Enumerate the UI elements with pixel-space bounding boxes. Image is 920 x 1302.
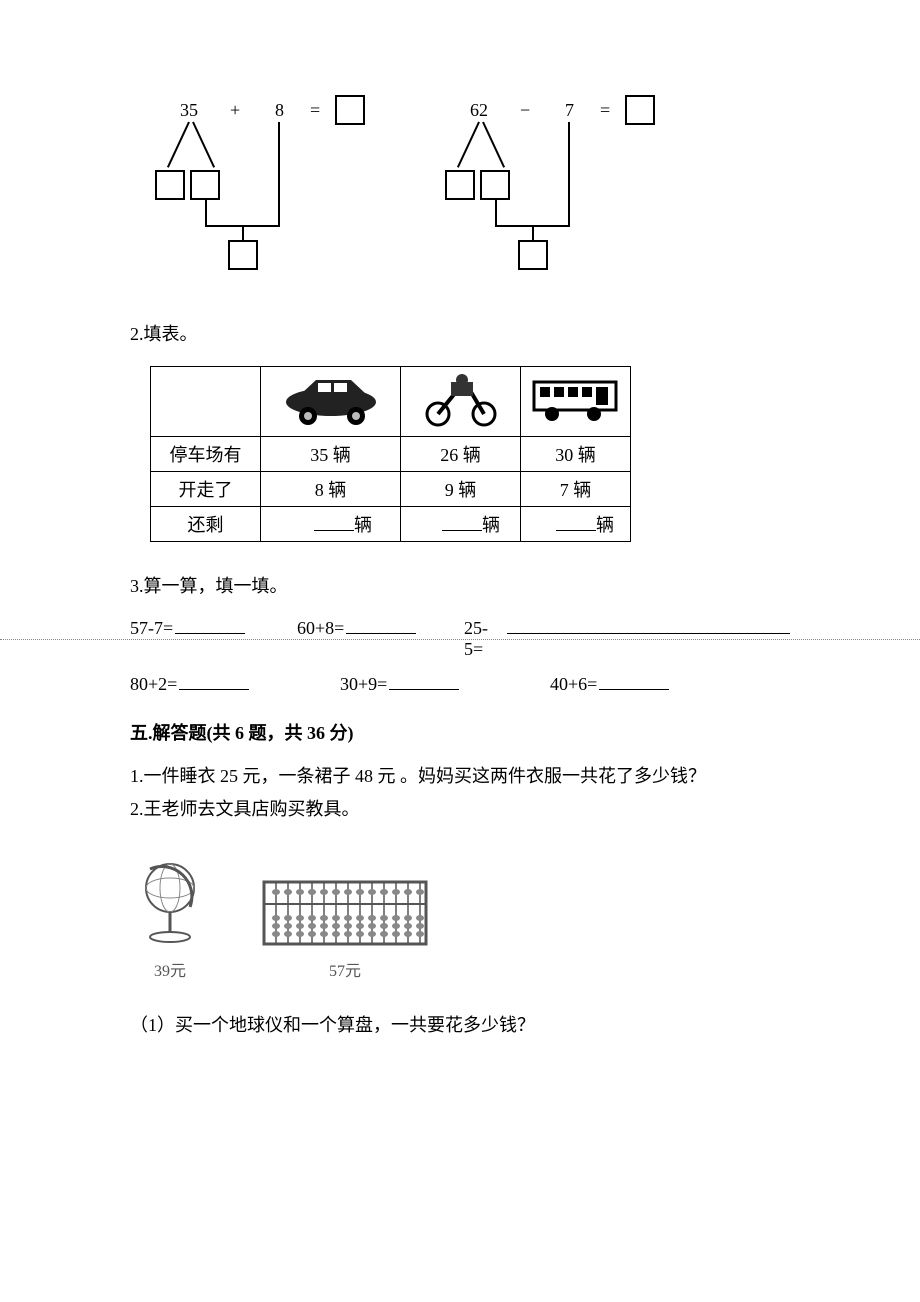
operand-a: 62 — [470, 100, 488, 121]
remain-car: 辆 — [261, 507, 401, 542]
decomposition-diagrams: 35 + 8 = 62 − 7 = — [150, 100, 790, 280]
remain-bus: 辆 — [521, 507, 631, 542]
join-line — [532, 225, 534, 241]
motorcycle-icon — [416, 372, 506, 427]
q3-row2: 80+2= 30+9= 40+6= — [130, 674, 790, 695]
split-line — [192, 122, 215, 168]
abacus-price: 57元 — [260, 957, 430, 981]
equals: = — [600, 100, 610, 121]
join-line — [242, 225, 244, 241]
blank — [599, 689, 669, 690]
parked-moto: 26 辆 — [401, 437, 521, 472]
items-row: 39元 — [130, 853, 790, 981]
car-icon — [276, 372, 386, 427]
diagram-62-minus-7: 62 − 7 = — [440, 100, 670, 280]
q3-label: 3.算一算，填一填。 — [130, 572, 790, 598]
q2-label: 2.填表。 — [130, 320, 790, 346]
remain-label: 还剩 — [151, 507, 261, 542]
join-line — [568, 122, 570, 225]
split-box — [480, 170, 510, 200]
unit: 辆 — [354, 515, 372, 535]
globe-price: 39元 — [130, 957, 210, 981]
split-line — [457, 122, 480, 168]
join-line — [495, 200, 497, 225]
result-box — [625, 95, 655, 125]
bus-icon-cell — [521, 367, 631, 437]
section5-header: 五.解答题(共 6 题，共 36 分) — [130, 719, 790, 745]
unit: 辆 — [482, 515, 500, 535]
parked-bus: 30 辆 — [521, 437, 631, 472]
blank — [179, 689, 249, 690]
q3-row1: 57-7= 60+8= 25-5= — [130, 618, 790, 660]
eq: 25-5= — [464, 618, 505, 660]
split-line — [167, 122, 190, 168]
problem-1: 1.一件睡衣 25 元，一条裙子 48 元 。妈妈买这两件衣服一共花了多少钱？ — [130, 763, 790, 790]
operator: − — [520, 100, 530, 121]
left-moto: 9 辆 — [401, 472, 521, 507]
join-line — [278, 122, 280, 225]
split-box — [445, 170, 475, 200]
operator: + — [230, 100, 240, 121]
left-bus: 7 辆 — [521, 472, 631, 507]
parked-label: 停车场有 — [151, 437, 261, 472]
globe-icon — [130, 853, 210, 948]
equals: = — [310, 100, 320, 121]
bus-icon — [528, 374, 623, 424]
globe-item: 39元 — [130, 853, 210, 981]
sum-box — [228, 240, 258, 270]
blank — [346, 633, 416, 634]
unit: 辆 — [596, 515, 614, 535]
vehicle-table: 停车场有 35 辆 26 辆 30 辆 开走了 8 辆 9 辆 7 辆 还剩 辆… — [150, 366, 631, 542]
diagram-35-plus-8: 35 + 8 = — [150, 100, 380, 280]
operand-a: 35 — [180, 100, 198, 121]
blank — [175, 633, 245, 634]
car-icon-cell — [261, 367, 401, 437]
diff-box — [518, 240, 548, 270]
left-label: 开走了 — [151, 472, 261, 507]
split-line — [482, 122, 505, 168]
eq: 80+2= — [130, 674, 177, 695]
blank — [389, 689, 459, 690]
abacus-item: 57元 — [260, 878, 430, 981]
blank-header — [151, 367, 261, 437]
remain-moto: 辆 — [401, 507, 521, 542]
sub-question-1: （1）买一个地球仪和一个算盘，一共要花多少钱？ — [130, 1011, 790, 1037]
operand-b: 7 — [565, 100, 574, 121]
eq: 30+9= — [340, 674, 387, 695]
split-box — [190, 170, 220, 200]
abacus-icon — [260, 878, 430, 948]
eq: 60+8= — [297, 618, 344, 639]
eq: 40+6= — [550, 674, 597, 695]
blank — [507, 633, 790, 634]
operand-b: 8 — [275, 100, 284, 121]
split-box — [155, 170, 185, 200]
join-line — [205, 200, 207, 225]
eq: 57-7= — [130, 618, 173, 639]
left-car: 8 辆 — [261, 472, 401, 507]
motorcycle-icon-cell — [401, 367, 521, 437]
parked-car: 35 辆 — [261, 437, 401, 472]
problem-2: 2.王老师去文具店购买教具。 — [130, 796, 790, 823]
result-box — [335, 95, 365, 125]
